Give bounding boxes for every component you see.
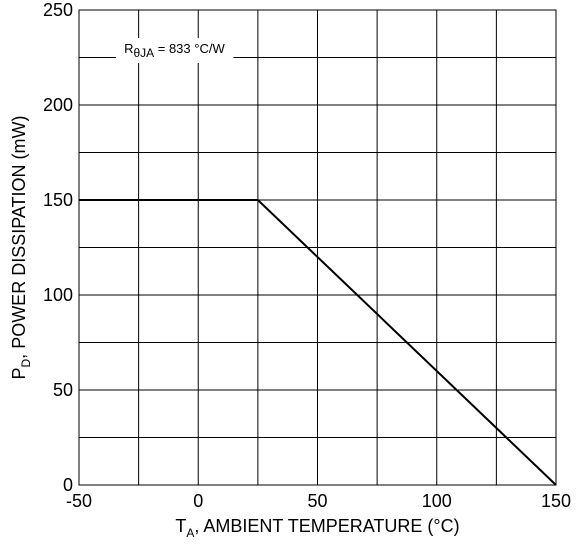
x-axis-symbol: T [175, 516, 186, 536]
x-tick-label: 50 [307, 491, 327, 511]
y-tick-label: 0 [63, 475, 73, 495]
y-tick-labels: 0 50 100 150 200 250 [43, 0, 73, 495]
y-tick-label: 50 [53, 380, 73, 400]
y-tick-label: 250 [43, 0, 73, 20]
y-tick-label: 200 [43, 95, 73, 115]
x-tick-labels: -50 0 50 100 150 [66, 491, 571, 511]
y-axis-subscript: D [19, 358, 33, 367]
x-axis-subscript: A [186, 526, 194, 540]
grid-lines [78, 9, 557, 486]
annotation-background [116, 38, 234, 63]
thermal-resistance-annotation: RθJA = 833 °C/W [116, 38, 234, 63]
y-axis-title: PD, POWER DISSIPATION (mW) [9, 115, 33, 379]
x-axis-rest: , AMBIENT TEMPERATURE (°C) [194, 516, 459, 536]
x-tick-label: 100 [422, 491, 452, 511]
annotation-label: RθJA = 833 °C/W [124, 41, 225, 60]
x-tick-label: -50 [66, 491, 92, 511]
y-tick-label: 100 [43, 285, 73, 305]
x-tick-label: 150 [541, 491, 571, 511]
x-tick-label: 0 [193, 491, 203, 511]
derating-curve [79, 199, 557, 486]
annotation-symbol: R [124, 41, 133, 56]
annotation-rest: = 833 °C/W [154, 41, 225, 56]
annotation-subscript: θJA [133, 46, 154, 60]
y-tick-label: 150 [43, 190, 73, 210]
x-axis-title: TA, AMBIENT TEMPERATURE (°C) [175, 516, 459, 540]
series-layer [79, 199, 557, 486]
y-axis-symbol: P [9, 367, 29, 379]
plot-frame [78, 9, 557, 486]
y-axis-rest: , POWER DISSIPATION (mW) [9, 115, 29, 358]
